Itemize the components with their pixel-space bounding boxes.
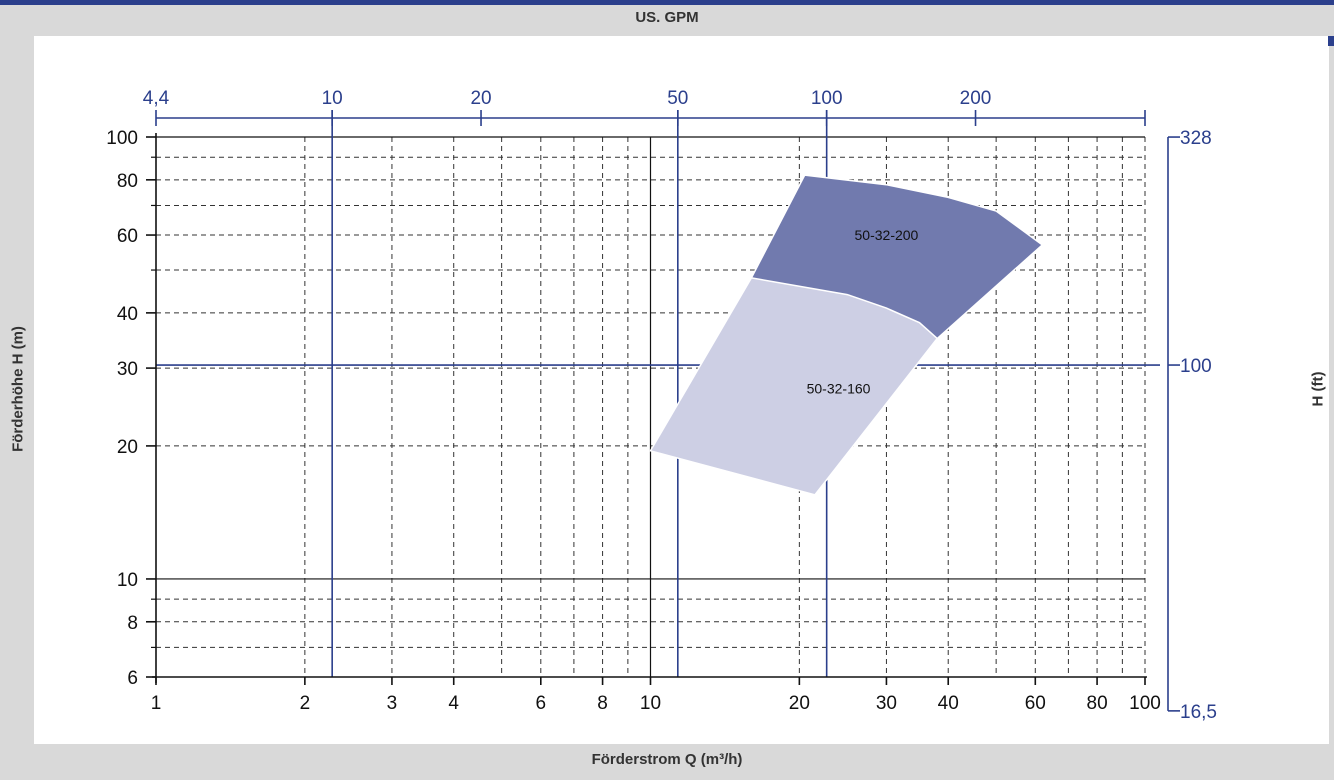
- x-tick-label: 1: [151, 693, 162, 714]
- x-tick-label: 6: [536, 693, 547, 714]
- series-label: 50-32-200: [855, 227, 919, 243]
- x-tick-label: 30: [876, 693, 897, 714]
- secondary-x-axis-title: US. GPM: [635, 9, 699, 26]
- plot-panel: [34, 36, 1329, 744]
- x-tick-label: 80: [1087, 693, 1108, 714]
- y-tick-label: 8: [127, 613, 138, 634]
- top-accent-bar: [0, 0, 1334, 5]
- y-tick-label: 80: [117, 171, 138, 192]
- y-tick-label: 60: [117, 226, 138, 247]
- y-tick-label: 100: [106, 128, 138, 149]
- x-tick-label: 40: [938, 693, 959, 714]
- x-tick-label: 100: [1129, 693, 1161, 714]
- x2-tick-label: 200: [960, 88, 992, 109]
- x-tick-label: 10: [640, 693, 661, 714]
- x2-tick-label: 4,4: [143, 88, 170, 109]
- x-tick-label: 4: [448, 693, 459, 714]
- y-tick-label: 10: [117, 570, 138, 591]
- y-tick-label: 6: [127, 668, 138, 689]
- x-tick-label: 60: [1025, 693, 1046, 714]
- y-tick-label: 20: [117, 437, 138, 458]
- x-axis-title: Förderstrom Q (m³/h): [591, 751, 743, 768]
- series-region: [649, 277, 939, 496]
- y2-tick-label: 328: [1180, 128, 1212, 149]
- x-tick-label: 3: [387, 693, 398, 714]
- x-tick-label: 20: [789, 693, 810, 714]
- x2-tick-label: 100: [811, 88, 843, 109]
- x2-tick-label: 20: [470, 88, 491, 109]
- y-tick-label: 40: [117, 304, 138, 325]
- y-tick-label: 30: [117, 359, 138, 380]
- x-tick-label: 8: [597, 693, 608, 714]
- x2-tick-label: 50: [667, 88, 688, 109]
- y2-tick-label: 16,5: [1180, 702, 1217, 723]
- y2-tick-label: 100: [1180, 356, 1212, 377]
- x2-tick-label: 10: [322, 88, 343, 109]
- panel-notch: [1328, 36, 1334, 46]
- series-label: 50-32-160: [807, 380, 871, 396]
- x-tick-label: 2: [300, 693, 311, 714]
